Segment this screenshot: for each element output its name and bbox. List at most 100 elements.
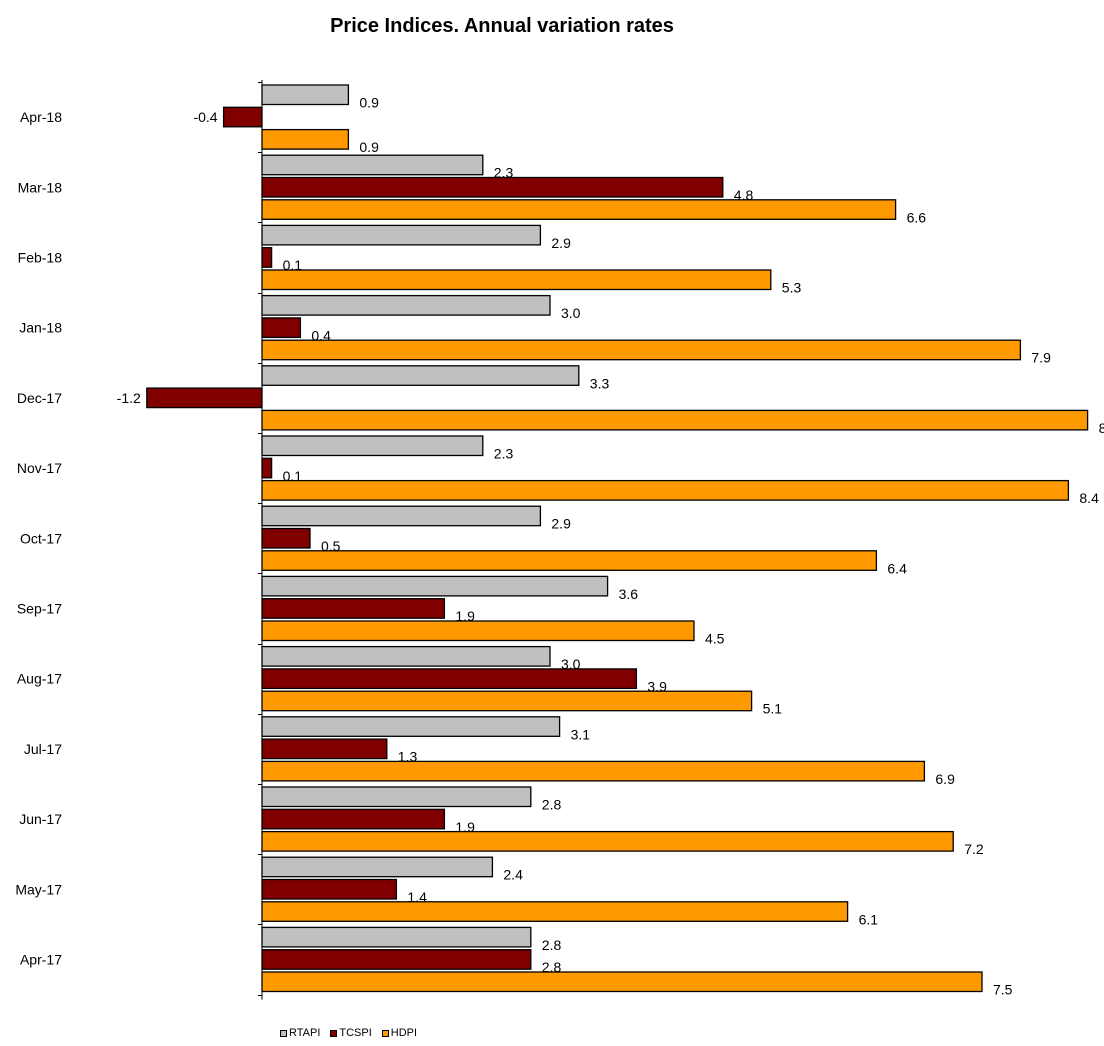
- category-label: Jun-17: [19, 811, 62, 827]
- bar-rtapi: [261, 224, 542, 246]
- data-label: 1.4: [407, 889, 427, 905]
- category-label: Mar-18: [18, 179, 63, 195]
- legend-swatch: [381, 1029, 389, 1037]
- data-label: 0.5: [321, 538, 341, 554]
- data-label: 7.2: [964, 841, 984, 857]
- bar-hdpi: [261, 901, 849, 922]
- chart-legend: RTAPI TCSPI HDPI: [280, 1027, 417, 1039]
- bar-tcspi: [261, 668, 638, 690]
- data-label: 6.6: [907, 209, 927, 225]
- data-label: 1.3: [398, 749, 418, 765]
- data-label: 7.5: [993, 982, 1013, 998]
- bar-hdpi: [261, 690, 753, 712]
- data-label: 0.9: [359, 95, 379, 111]
- bar-hdpi: [261, 128, 350, 150]
- bar-rtapi: [261, 856, 494, 878]
- category-label: Feb-18: [18, 249, 63, 265]
- bar-tcspi: [261, 176, 724, 198]
- bar-tcspi: [261, 808, 446, 830]
- data-label: 3.3: [590, 375, 610, 391]
- bar-rtapi: [261, 505, 542, 527]
- bar-rtapi: [261, 365, 580, 386]
- category-label: Jan-18: [19, 320, 62, 336]
- bar-rtapi: [261, 154, 484, 176]
- category-label: Jul-17: [24, 741, 62, 757]
- bar-tcspi: [261, 317, 302, 339]
- data-label: 3.1: [571, 726, 591, 742]
- bar-rtapi: [261, 575, 609, 597]
- data-label: 8.4: [1079, 490, 1099, 506]
- legend-swatch: [330, 1029, 338, 1037]
- bar-tcspi: [261, 527, 311, 549]
- data-label: 4.8: [734, 187, 754, 203]
- bar-hdpi: [261, 339, 1022, 361]
- legend-label: HDPI: [390, 1027, 418, 1039]
- data-label: 3.6: [619, 586, 639, 602]
- category-label: Nov-17: [17, 460, 62, 476]
- data-label: 2.4: [503, 867, 523, 883]
- data-label: 6.9: [935, 771, 955, 787]
- data-label: -1.2: [117, 390, 141, 406]
- legend-item-hdpi: HDPI: [381, 1027, 418, 1039]
- legend-item-rtapi: RTAPI: [280, 1027, 320, 1039]
- bar-rtapi: [261, 294, 551, 316]
- bar-tcspi: [222, 106, 263, 128]
- category-label: Dec-17: [17, 390, 62, 406]
- chart-title: Price Indices. Annual variation rates: [330, 15, 674, 37]
- bar-hdpi: [261, 760, 926, 782]
- data-label: 2.3: [494, 165, 514, 181]
- data-label: 3.9: [647, 678, 667, 694]
- bar-tcspi: [261, 949, 532, 970]
- category-label: Apr-17: [20, 951, 62, 967]
- bar-rtapi: [261, 84, 350, 106]
- bar-hdpi: [261, 409, 1089, 431]
- bar-rtapi: [261, 435, 484, 457]
- bar-tcspi: [261, 457, 273, 479]
- bar-hdpi: [261, 830, 954, 852]
- data-label: 0.4: [311, 327, 331, 343]
- bar-tcspi: [261, 738, 388, 760]
- category-label: Aug-17: [17, 671, 62, 687]
- data-label: 8.6: [1099, 420, 1104, 436]
- data-label: 0.1: [283, 468, 303, 484]
- data-label: 2.8: [542, 797, 562, 813]
- legend-label: TCSPI: [339, 1027, 372, 1039]
- data-label: 1.9: [455, 819, 475, 835]
- category-label: Apr-18: [20, 109, 62, 125]
- data-label: 3.0: [561, 656, 581, 672]
- data-label: 6.4: [887, 560, 907, 576]
- bar-tcspi: [146, 387, 263, 409]
- data-label: 0.9: [359, 139, 379, 155]
- data-label: 3.0: [561, 305, 581, 321]
- bar-hdpi: [261, 479, 1070, 501]
- bar-hdpi: [261, 971, 983, 993]
- data-label: 6.1: [859, 911, 879, 927]
- bar-hdpi: [261, 269, 772, 291]
- data-label: -0.4: [193, 109, 217, 125]
- data-label: 0.1: [283, 257, 303, 273]
- legend-item-tcspi: TCSPI: [330, 1027, 372, 1039]
- data-label: 7.9: [1031, 350, 1051, 366]
- data-label: 2.8: [542, 959, 562, 975]
- category-label: May-17: [15, 881, 62, 897]
- bar-rtapi: [261, 645, 551, 667]
- bar-hdpi: [261, 550, 878, 571]
- legend-swatch: [280, 1029, 287, 1037]
- legend-label: RTAPI: [289, 1027, 321, 1039]
- data-label: 1.9: [455, 608, 475, 624]
- bar-rtapi: [261, 716, 561, 737]
- bar-rtapi: [261, 786, 532, 808]
- data-label: 5.3: [782, 280, 802, 296]
- bar-hdpi: [261, 620, 695, 642]
- bar-tcspi: [261, 247, 273, 268]
- bar-tcspi: [261, 598, 446, 619]
- data-label: 2.9: [551, 235, 571, 251]
- category-label: Oct-17: [20, 530, 62, 546]
- bar-tcspi: [261, 878, 398, 900]
- data-label: 2.8: [542, 937, 562, 953]
- category-label: Sep-17: [17, 600, 62, 616]
- bar-rtapi: [261, 926, 532, 948]
- data-label: 4.5: [705, 631, 725, 647]
- data-label: 5.1: [763, 701, 783, 717]
